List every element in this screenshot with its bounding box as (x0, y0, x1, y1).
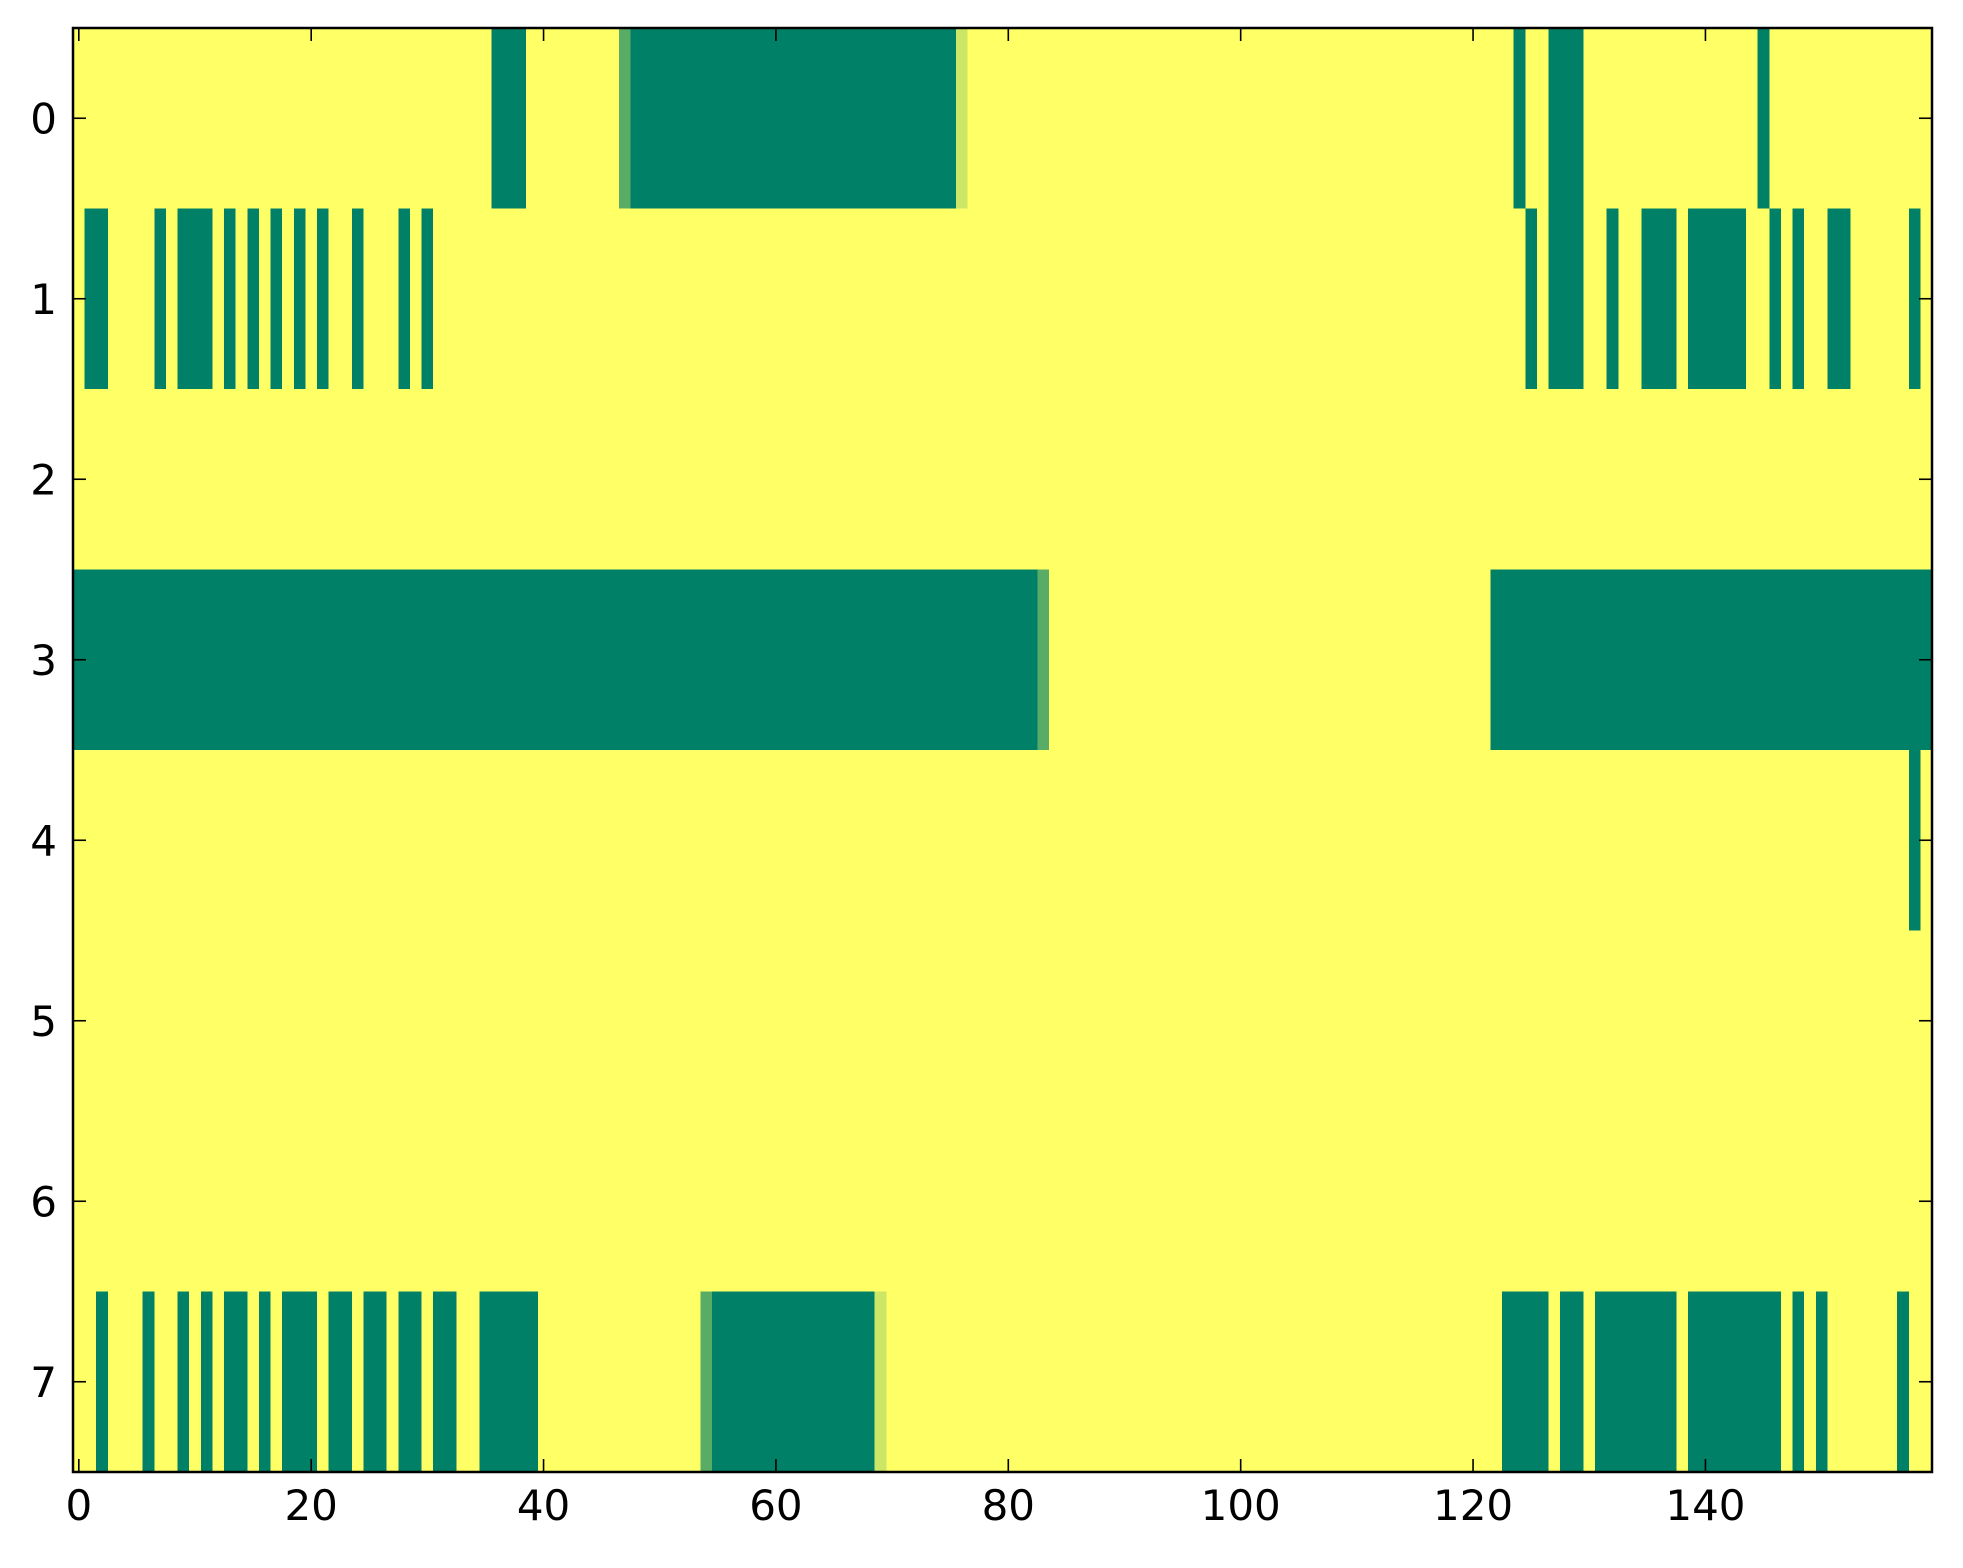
heatmap-cell-row-1 (1641, 208, 1677, 389)
axes: 0 20 40 60 80 100 120 140 0 1 2 3 4 5 6 7 (30, 26, 1934, 1530)
x-tick-label: 60 (749, 1481, 802, 1530)
heatmap-cell-row-7 (1897, 1291, 1909, 1472)
heatmap-cell-row-7 (1595, 1291, 1677, 1472)
x-tick-label: 0 (65, 1481, 92, 1530)
heatmap-cell-row-4 (1908, 750, 1921, 931)
heatmap-cell-row-3 (1037, 569, 1049, 750)
heatmap-cell-row-7 (363, 1291, 387, 1472)
y-tick-label: 0 (30, 94, 57, 143)
heatmap-cell-row-1 (1525, 208, 1537, 389)
y-tick-label: 2 (30, 455, 57, 504)
heatmap-cell-row-7 (1560, 1291, 1584, 1472)
heatmap-cell-row-7 (479, 1291, 538, 1472)
heatmap-cell-row-0 (491, 28, 527, 209)
heatmap-cell-row-7 (433, 1291, 457, 1472)
heatmap-cell-row-7 (328, 1291, 352, 1472)
y-tick-label: 1 (30, 275, 57, 324)
heatmap-cell-row-7 (1688, 1291, 1781, 1472)
heatmap-cell-row-1 (154, 208, 166, 389)
heatmap-cell-row-0 (619, 28, 631, 209)
heatmap-cell-row-1 (1606, 208, 1619, 389)
heatmap-cell-row-7 (177, 1291, 190, 1472)
heatmap-cell-row-0 (630, 28, 957, 209)
heatmap-cell-row-7 (96, 1291, 108, 1472)
heatmap-cell-row-7 (258, 1291, 271, 1472)
axes-frame (71, 26, 1934, 1474)
heatmap-cell-row-0 (956, 28, 968, 209)
x-tick-label: 40 (517, 1481, 570, 1530)
heatmap-cell-row-1 (1792, 208, 1805, 389)
y-tick-label: 3 (30, 636, 57, 685)
heatmap-cell-row-3 (1490, 569, 1932, 750)
x-tick-label: 20 (284, 1481, 337, 1530)
y-tick-label: 6 (30, 1177, 57, 1226)
heatmap-cell-row-1 (224, 208, 236, 389)
heatmap-cell-row-1 (177, 208, 213, 389)
heatmap-cell-row-7 (398, 1291, 422, 1472)
heatmap-cell-row-7 (874, 1291, 887, 1472)
x-tick-label: 140 (1665, 1481, 1745, 1530)
x-tick-label: 80 (982, 1481, 1035, 1530)
x-tick-label: 100 (1201, 1481, 1281, 1530)
y-tick-label: 5 (30, 997, 57, 1046)
heatmap-cell-row-7 (200, 1291, 213, 1472)
heatmap-cell-row-1 (1769, 208, 1781, 389)
heatmap-cell-row-7 (1815, 1291, 1828, 1472)
heatmap-cell-row-1 (421, 208, 434, 389)
heatmap-cell-row-7 (224, 1291, 248, 1472)
plot-area (73, 28, 1932, 1472)
heatmap-cell-row-7 (142, 1291, 155, 1472)
heatmap-cell-row-1 (398, 208, 410, 389)
heatmap-cell-row-1 (1688, 208, 1747, 389)
heatmap-cell-row-7 (712, 1291, 875, 1472)
heatmap-cell-row-0 (1757, 28, 1770, 209)
heatmap-cell-row-3 (73, 569, 1038, 750)
heatmap-cell-row-1 (1548, 208, 1584, 389)
heatmap-cell-row-0 (1513, 28, 1526, 209)
heatmap-cell-row-1 (351, 208, 364, 389)
heatmap-cell-row-1 (1908, 208, 1921, 389)
heatmap-cell-row-7 (700, 1291, 713, 1472)
y-tick-label: 4 (30, 816, 57, 865)
heatmap-cell-row-1 (270, 208, 283, 389)
heatmap-cell-row-1 (293, 208, 306, 389)
heatmap-cell-row-1 (316, 208, 329, 389)
heatmap-cell-row-1 (1827, 208, 1851, 389)
heatmap-cell-row-1 (247, 208, 259, 389)
heatmap-cell-row-1 (84, 208, 108, 389)
heatmap-cell-row-7 (282, 1291, 317, 1472)
y-tick-label: 7 (30, 1358, 57, 1407)
x-tick-label: 120 (1433, 1481, 1513, 1530)
heatmap-cell-row-0 (1548, 28, 1584, 209)
heatmap-cell-row-7 (1792, 1291, 1805, 1472)
heatmap-cell-row-7 (1502, 1291, 1549, 1472)
